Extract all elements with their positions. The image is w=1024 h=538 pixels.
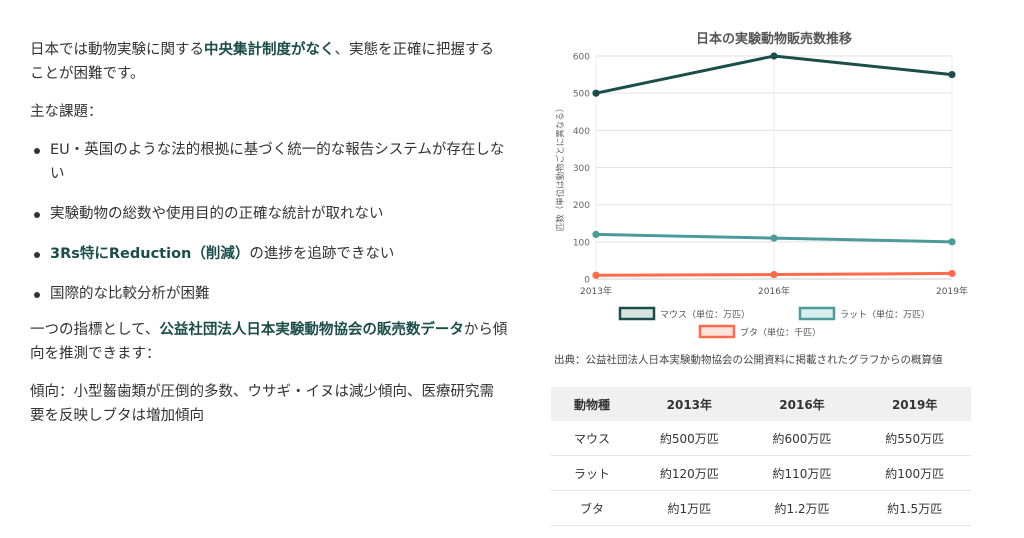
indicator-text-pre: 一つの指標として、 <box>30 322 160 338</box>
issue-text: 国際的な比較分析が困難 <box>50 286 210 302</box>
intro-highlight: 中央集計制度がなく <box>204 42 335 58</box>
issue-text: の進捗を追跡できない <box>249 246 395 262</box>
table-cell: 約110万匹 <box>745 455 859 491</box>
issue-text: 実験動物の総数や使用目的の正確な統計が取れない <box>50 206 384 222</box>
table-cell: 約600万匹 <box>745 421 859 456</box>
legend-swatch <box>698 324 736 339</box>
legend-label: ラット（単位：万匹） <box>840 309 930 321</box>
table-cell: 約1.5万匹 <box>858 490 971 526</box>
table-cell: 約500万匹 <box>633 421 746 456</box>
indicator-highlight: 公益社団法人日本実験動物協会の販売数データ <box>159 322 464 338</box>
table-cell: ブタ <box>551 490 633 526</box>
table-row: マウス 約500万匹 約600万匹 約550万匹 <box>551 421 971 456</box>
table-row: ブタ 約1万匹 約1.2万匹 約1.5万匹 <box>551 490 971 526</box>
issues-heading: 主な課題： <box>30 104 103 120</box>
table-header-row: 動物種 2013年 2016年 2019年 <box>551 387 971 421</box>
table-header: 2016年 <box>745 387 859 421</box>
intro-text-pre: 日本では動物実験に関する <box>30 42 204 58</box>
intro-paragraph: 日本では動物実験に関する中央集計制度がなく、実態を正確に把握することが困難です。 <box>30 38 508 86</box>
table-header: 2019年 <box>858 387 971 421</box>
chart-title: 日本の実験動物販売数推移 <box>696 31 852 47</box>
data-point <box>770 234 778 242</box>
issue-item: 実験動物の総数や使用目的の正確な統計が取れない <box>30 202 508 226</box>
table-cell: 約1.2万匹 <box>745 490 859 526</box>
issue-text: EU・英国のような法的根拠に基づく統一的な報告システムが存在しない <box>50 142 505 182</box>
x-tick-label: 2019年 <box>936 285 968 297</box>
trend-paragraph: 傾向：小型齧歯類が圧倒的多数、ウサギ・イヌは減少傾向、医療研究需要を反映しブタは… <box>30 384 494 424</box>
y-tick-label: 500 <box>573 90 590 100</box>
indicator-text-post: から傾向を推測できます： <box>30 322 508 362</box>
table-cell: 約120万匹 <box>633 455 746 491</box>
table-cell: 約100万匹 <box>858 455 971 491</box>
data-point <box>948 70 956 79</box>
y-tick-label: 0 <box>584 276 590 286</box>
data-point <box>770 52 778 60</box>
issue-highlight: 3Rs特にReduction（削減） <box>50 246 250 262</box>
line-chart-svg: 日本の実験動物販売数推移 0 100 200 300 400 500 600 2013年 2016… <box>555 31 968 339</box>
data-point <box>948 238 956 246</box>
issue-item: 3Rs特にReduction（削減）の進捗を追跡できない <box>30 242 508 266</box>
data-point <box>592 89 600 97</box>
x-tick-label: 2013年 <box>580 285 612 297</box>
line-chart: 日本の実験動物販売数推移 0 100 200 300 400 500 600 2013年 2016… <box>546 22 986 347</box>
issues-list: EU・英国のような法的根拠に基づく統一的な報告システムが存在しない 実験動物の総… <box>30 138 508 306</box>
legend-label: ブタ（単位：千匹） <box>740 327 821 339</box>
issue-item: 国際的な比較分析が困難 <box>30 282 508 306</box>
y-tick-label: 400 <box>573 127 590 137</box>
issue-item: EU・英国のような法的根拠に基づく統一的な報告システムが存在しない <box>30 138 508 186</box>
legend-label: マウス（単位：万匹） <box>660 309 750 321</box>
y-tick-label: 600 <box>573 53 590 63</box>
intro-text-post: 、実態を正確に把握することが困難です。 <box>30 42 494 82</box>
x-tick-label: 2016年 <box>758 285 790 297</box>
y-axis-label: 匹数（単位は動物ごとに異なる） <box>555 104 566 232</box>
data-point <box>770 270 778 279</box>
data-point <box>592 271 600 279</box>
table-row: ラット 約120万匹 約110万匹 約100万匹 <box>551 455 971 491</box>
indicator-paragraph: 一つの指標として、公益社団法人日本実験動物協会の販売数データから傾向を推測できま… <box>30 318 508 366</box>
table-cell: マウス <box>551 421 633 456</box>
legend-swatch <box>618 306 656 321</box>
y-tick-label: 100 <box>573 238 590 248</box>
source-note: 出典：公益社団法人日本実験動物協会の公開資料に掲載されたグラフからの概算値 <box>554 354 943 366</box>
table-header: 動物種 <box>551 387 633 421</box>
table-cell: 約1万匹 <box>633 490 746 526</box>
table-cell: 約550万匹 <box>858 421 971 456</box>
table-cell: ラット <box>551 455 633 491</box>
sales-table: 動物種 2013年 2016年 2019年 マウス 約500万匹 約600万匹 … <box>551 387 971 526</box>
text-column: 日本では動物実験に関する中央集計制度がなく、実態を正確に把握することが困難です。… <box>30 38 508 428</box>
y-tick-label: 200 <box>573 201 590 211</box>
table-header: 2013年 <box>633 387 746 421</box>
y-tick-label: 300 <box>573 164 590 174</box>
legend-swatch <box>798 306 836 321</box>
data-point <box>948 269 956 278</box>
data-point <box>592 230 600 238</box>
